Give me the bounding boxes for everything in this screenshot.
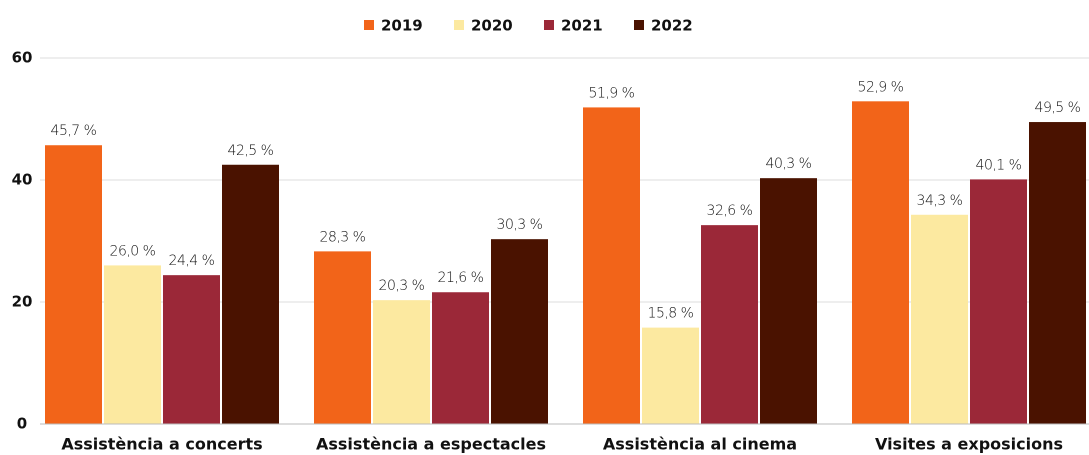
y-tick-label: 20 — [12, 293, 33, 311]
value-label: 51,9 % — [589, 85, 635, 101]
value-label: 28,3 % — [320, 229, 366, 245]
value-label: 45,7 % — [51, 123, 97, 139]
x-tick-label: Assistència a concerts — [61, 435, 262, 454]
value-label: 52,9 % — [858, 79, 904, 95]
legend-label: 2021 — [561, 17, 603, 35]
y-tick-label: 40 — [12, 171, 33, 189]
x-tick-label: Visites a exposicions — [875, 435, 1063, 454]
value-label: 15,8 % — [648, 306, 694, 322]
legend-label: 2019 — [381, 17, 423, 35]
bar — [701, 225, 758, 424]
legend-label: 2020 — [471, 17, 513, 35]
x-tick-label: Assistència al cinema — [603, 435, 797, 454]
value-label: 32,6 % — [707, 203, 753, 219]
value-label: 24,4 % — [169, 253, 215, 269]
value-label: 49,5 % — [1035, 100, 1081, 116]
value-label: 42,5 % — [228, 143, 274, 159]
value-label: 30,3 % — [497, 217, 543, 233]
bar — [760, 178, 817, 424]
bar — [911, 214, 968, 424]
bar — [104, 265, 161, 424]
y-tick-label: 60 — [12, 49, 33, 67]
y-tick-label: 0 — [17, 415, 27, 433]
value-label: 40,1 % — [976, 157, 1022, 173]
value-label: 20,3 % — [379, 278, 425, 294]
value-label: 21,6 % — [438, 270, 484, 286]
legend-swatch — [454, 20, 464, 30]
bar — [163, 275, 220, 424]
value-label: 26,0 % — [110, 243, 156, 259]
bar — [1029, 122, 1086, 425]
legend-swatch — [544, 20, 554, 30]
bar — [45, 145, 102, 425]
bar — [491, 239, 548, 424]
x-tick-label: Assistència a espectacles — [316, 435, 546, 454]
bar — [642, 327, 699, 424]
value-label: 34,3 % — [917, 193, 963, 209]
bar — [852, 101, 909, 424]
legend-label: 2022 — [651, 17, 693, 35]
bar — [314, 251, 371, 424]
value-label: 40,3 % — [766, 156, 812, 172]
bar — [373, 300, 430, 424]
legend-swatch — [634, 20, 644, 30]
legend-swatch — [364, 20, 374, 30]
bar — [432, 292, 489, 424]
bar — [222, 164, 279, 424]
bar — [583, 107, 640, 424]
bar — [970, 179, 1027, 424]
